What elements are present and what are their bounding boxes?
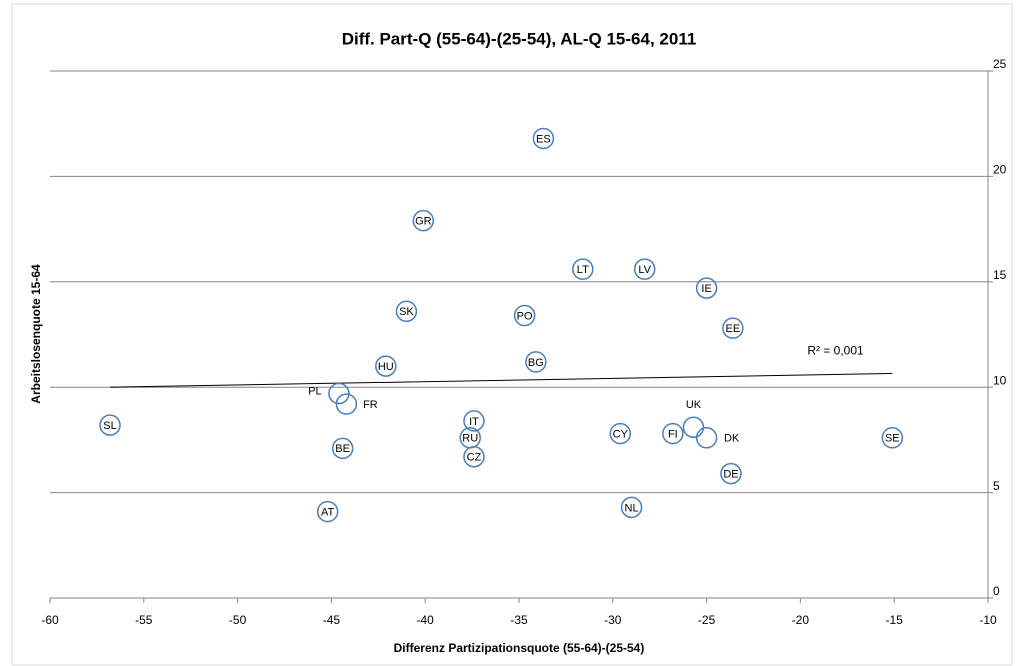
point	[695, 427, 718, 449]
point-label: CY	[613, 428, 629, 440]
point	[682, 416, 705, 439]
point	[722, 317, 744, 339]
point	[572, 258, 594, 280]
point-label: ES	[536, 133, 551, 145]
point-label: GR	[415, 216, 432, 228]
x-tick-label: -15	[886, 613, 904, 627]
x-tick-label: -10	[979, 613, 997, 627]
y-tick-label: 0	[993, 584, 1000, 598]
point-label: IE	[701, 283, 711, 295]
point	[881, 427, 904, 449]
y-axis-label: Arbeitslosenquote 15-64	[29, 264, 43, 404]
point-label: EE	[726, 323, 741, 335]
trendline	[110, 372, 893, 388]
point-label: NL	[625, 502, 639, 514]
point-label: LV	[638, 264, 651, 276]
x-tick-label: -35	[510, 613, 528, 627]
point	[463, 410, 485, 432]
point-label: IT	[469, 416, 479, 428]
x-tick-label: -30	[604, 613, 622, 627]
point-label: FR	[363, 399, 378, 411]
point	[609, 422, 632, 445]
point	[695, 277, 718, 299]
point	[720, 462, 742, 485]
point	[513, 304, 536, 327]
point-label: AT	[321, 506, 335, 518]
point-label: BG	[528, 357, 544, 369]
y-tick-label: 15	[993, 268, 1007, 282]
x-axis-label: Differenz Partizipationsquote (55-64)-(2…	[394, 641, 645, 655]
x-tick-label: -40	[417, 613, 435, 627]
point	[328, 382, 350, 405]
point-label: HU	[378, 361, 394, 373]
point	[620, 496, 643, 519]
trendline-annotation: R² = 0,001	[807, 344, 864, 358]
point-label: BE	[335, 443, 350, 455]
point-label: FI	[668, 428, 678, 440]
point-label: SK	[399, 306, 414, 318]
point	[331, 437, 354, 460]
point-label: UK	[686, 399, 702, 411]
point-label: RU	[462, 433, 478, 445]
x-tick-label: -20	[792, 613, 810, 627]
y-tick-label: 10	[993, 373, 1007, 387]
y-tick-label: 20	[993, 163, 1007, 177]
point	[395, 300, 418, 323]
x-tick-label: -50	[229, 613, 247, 627]
point-label: LT	[577, 264, 589, 276]
x-tick-label: -45	[323, 613, 341, 627]
point-label: CZ	[467, 452, 482, 464]
point-label: DK	[724, 433, 740, 445]
point	[463, 446, 485, 468]
point	[316, 500, 339, 523]
point-label: PO	[517, 310, 533, 322]
point	[525, 351, 547, 373]
point	[633, 258, 656, 280]
x-tick-label: -25	[698, 613, 716, 627]
point	[335, 393, 358, 415]
point	[375, 355, 397, 377]
x-tick-label: -55	[135, 613, 153, 627]
point-label: SE	[885, 433, 900, 445]
chart-title: Diff. Part-Q (55-64)-(25-54), AL-Q 15-64…	[342, 29, 697, 48]
y-tick-label: 25	[993, 57, 1007, 71]
x-tick-label: -60	[41, 613, 59, 627]
point	[412, 209, 435, 232]
point	[99, 414, 121, 436]
y-tick-label: 5	[993, 479, 1000, 493]
chart-frame	[11, 3, 1013, 666]
point-label: DE	[723, 469, 738, 481]
point-label: SL	[103, 420, 116, 432]
point-label: PL	[308, 385, 321, 397]
point	[532, 127, 555, 150]
point	[662, 422, 684, 445]
